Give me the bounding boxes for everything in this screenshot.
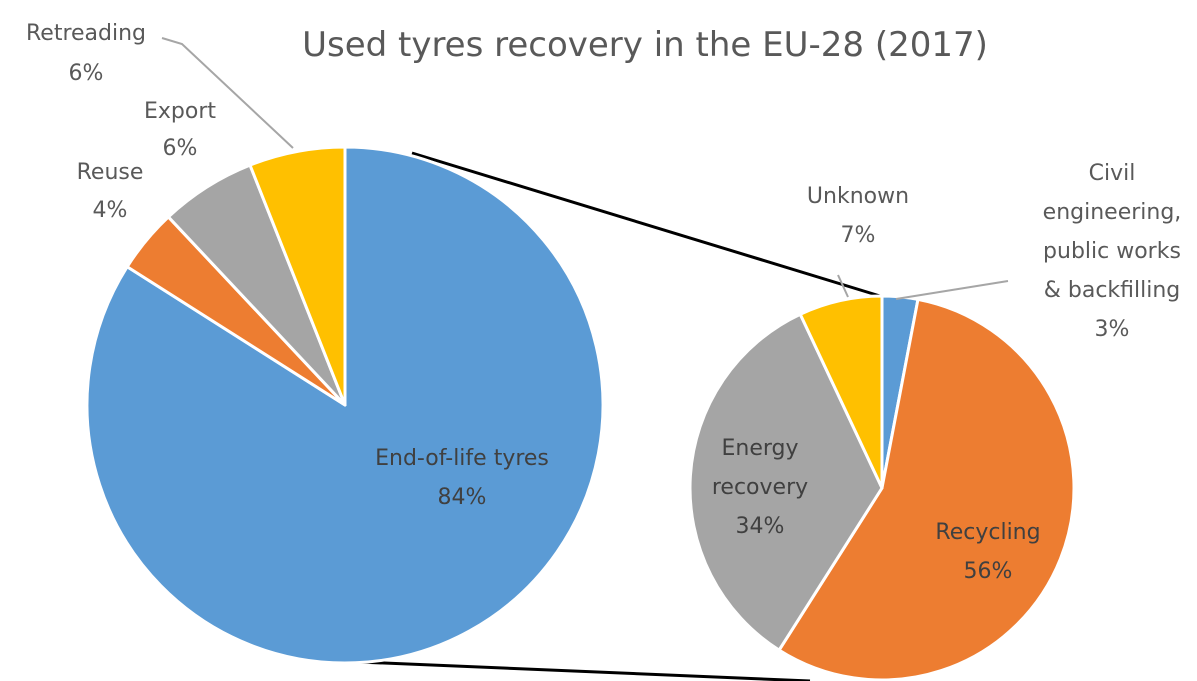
slice-label-unknown: Unknown <box>807 184 909 209</box>
slice-label-civil-line3: public works <box>1043 239 1181 264</box>
slice-label-retreading: Retreading <box>26 21 146 46</box>
connector-line-top <box>411 151 881 298</box>
slice-label-energy-recovery-line1: Energy <box>721 436 798 461</box>
slice-label-recycling: Recycling <box>935 520 1040 545</box>
slice-label-end-of-life-tyres: End-of-life tyres <box>375 446 549 471</box>
slice-value-reuse: 4% <box>93 198 128 223</box>
slice-value-recycling: 56% <box>964 559 1013 584</box>
slice-label-export: Export <box>144 99 216 124</box>
slice-label-energy-recovery-line2: recovery <box>712 475 808 500</box>
slice-label-civil-line1: Civil <box>1089 161 1136 186</box>
pie-connector-lines <box>311 151 881 681</box>
main-pie-slice-retreading <box>248 145 347 407</box>
leader-line-civil <box>895 280 1009 300</box>
leader-line-retreading <box>161 37 294 149</box>
breakdown-pie-slice-unknown <box>798 294 884 490</box>
breakdown-pie <box>688 294 1076 681</box>
slice-value-export: 6% <box>163 136 198 161</box>
slice-label-reuse: Reuse <box>77 160 144 185</box>
main-pie <box>85 145 605 665</box>
slice-value-unknown: 7% <box>841 223 876 248</box>
leader-line-unknown <box>837 274 849 298</box>
breakdown-pie-slice-recycling <box>777 297 1076 681</box>
slice-label-civil-line4: & backfilling <box>1044 278 1181 303</box>
slice-value-retreading: 6% <box>69 61 104 86</box>
slice-label-civil-line2: engineering, <box>1043 200 1182 225</box>
slice-value-end-of-life-tyres: 84% <box>438 485 487 510</box>
chart-title: Used tyres recovery in the EU-28 (2017) <box>302 25 988 65</box>
slice-value-civil: 3% <box>1095 317 1130 342</box>
breakdown-pie-slice-energy-recovery <box>688 312 884 652</box>
connector-line-bottom <box>311 658 811 681</box>
leader-lines <box>161 37 1009 300</box>
slice-value-energy-recovery: 34% <box>736 514 785 539</box>
